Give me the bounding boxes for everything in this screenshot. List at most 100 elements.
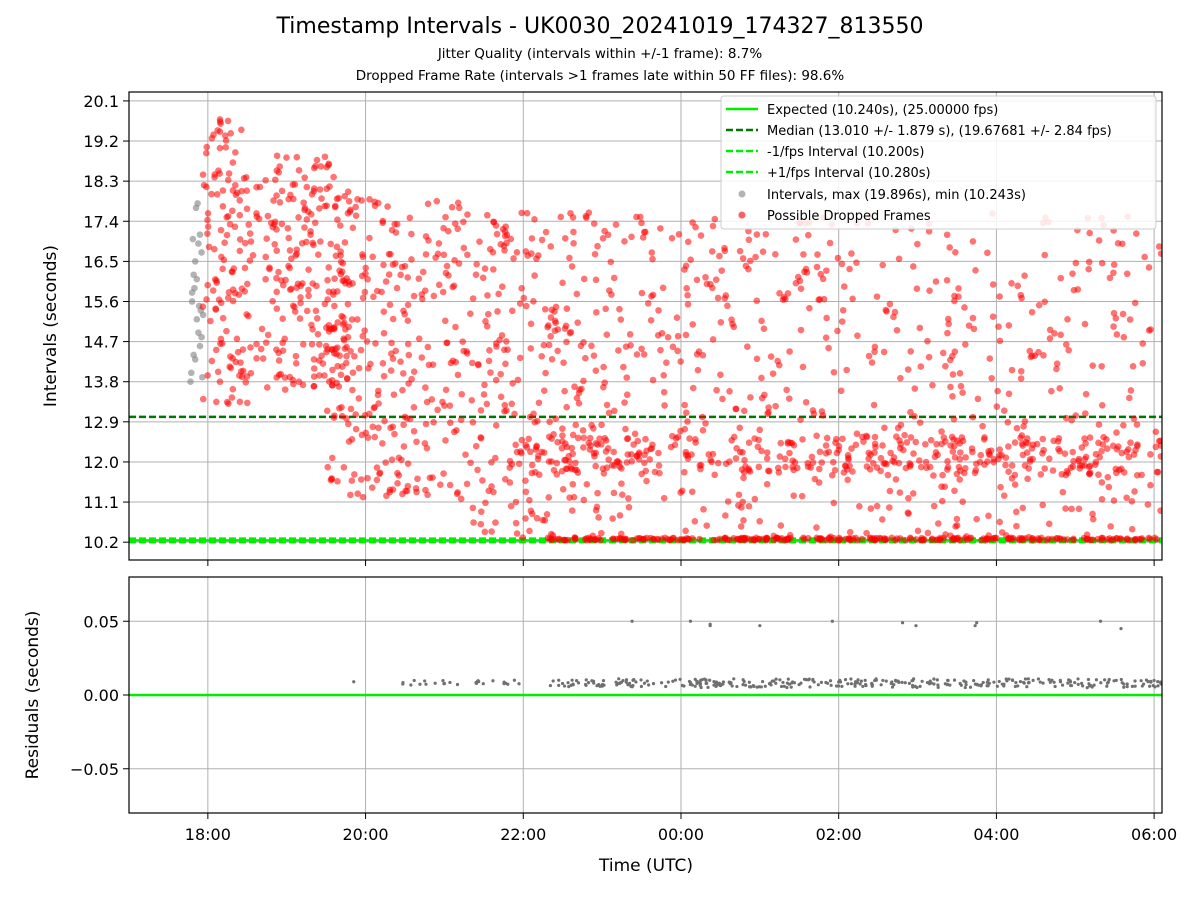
- dropped-frame-point: [278, 220, 286, 228]
- dropped-frame-point: [1024, 439, 1032, 447]
- residual-point: [1013, 684, 1017, 689]
- dropped-frame-point: [1085, 258, 1093, 266]
- dropped-frame-point: [454, 371, 462, 379]
- legend-label-expected: Expected (10.240s), (25.00000 fps): [767, 103, 998, 118]
- dropped-frame-point: [290, 380, 297, 388]
- dropped-frame-point: [848, 250, 855, 257]
- dropped-frame-point: [619, 491, 626, 498]
- dropped-frame-point: [917, 463, 925, 471]
- dropped-frame-point: [295, 167, 303, 174]
- dropped-frame-point: [418, 291, 426, 298]
- dropped-frame-point: [212, 305, 219, 312]
- dropped-frame-point: [493, 343, 500, 350]
- dropped-frame-point: [554, 438, 561, 446]
- bottom-scatter-points: [352, 619, 1162, 690]
- residual-point: [1052, 680, 1056, 684]
- dropped-frame-point: [558, 467, 566, 475]
- dropped-frame-point: [497, 370, 504, 378]
- dropped-frame-point: [1040, 352, 1047, 359]
- dropped-frame-point: [1035, 348, 1042, 356]
- dropped-frame-point: [361, 327, 368, 334]
- dropped-frame-point: [349, 386, 356, 394]
- dropped-frame-point: [514, 376, 522, 384]
- dropped-frame-point: [930, 472, 937, 479]
- dropped-frame-point: [598, 529, 605, 537]
- chart-subtitle-jitter: Jitter Quality (intervals within +/-1 fr…: [437, 46, 763, 62]
- dropped-frame-point: [245, 221, 253, 228]
- dropped-frame-point: [239, 346, 247, 353]
- dropped-frame-point: [755, 463, 763, 471]
- dropped-frame-point: [767, 353, 775, 360]
- dropped-frame-point: [204, 223, 212, 230]
- dropped-frame-point: [403, 487, 411, 495]
- dropped-frame-point: [237, 359, 244, 366]
- dropped-frame-point: [273, 192, 280, 199]
- dropped-frame-point: [390, 391, 398, 398]
- dropped-frame-point: [924, 337, 931, 345]
- dropped-frame-point: [262, 253, 270, 261]
- dropped-frame-point: [969, 314, 977, 322]
- dropped-frame-point: [590, 425, 597, 432]
- dropped-frame-point: [394, 469, 401, 477]
- dropped-frame-point: [926, 463, 934, 471]
- dropped-frame-point: [333, 379, 340, 387]
- dropped-frame-point: [213, 277, 220, 284]
- dropped-frame-point: [815, 296, 823, 304]
- residual-point: [1036, 677, 1041, 681]
- dropped-frame-point: [916, 324, 924, 332]
- dropped-frame-point: [1013, 522, 1020, 530]
- residual-point: [1103, 678, 1107, 682]
- dropped-frame-point: [535, 399, 543, 407]
- dropped-frame-point: [1070, 457, 1077, 465]
- dropped-frame-point: [625, 495, 632, 502]
- dropped-frame-point: [232, 181, 239, 189]
- dropped-frame-point: [753, 297, 761, 305]
- dropped-frame-point: [763, 455, 771, 462]
- dropped-frame-point: [838, 260, 846, 268]
- dropped-frame-point: [1085, 265, 1092, 273]
- dropped-frame-point: [273, 346, 280, 353]
- dropped-frame-point: [651, 468, 659, 476]
- dropped-frame-point: [846, 528, 854, 536]
- residual-point: [861, 684, 865, 689]
- residual-point: [630, 619, 634, 623]
- dropped-frame-point: [677, 427, 684, 435]
- dropped-frame-point: [823, 267, 830, 274]
- dropped-frame-point: [1035, 301, 1043, 309]
- dropped-frame-point: [893, 433, 900, 441]
- dropped-frame-point: [323, 163, 331, 171]
- residual-point: [671, 679, 675, 683]
- dropped-frame-point: [1019, 504, 1027, 512]
- dropped-frame-point: [354, 195, 361, 203]
- top-y-tick-label: 16.5: [83, 252, 119, 271]
- dropped-frame-point: [210, 131, 217, 139]
- dropped-frame-point: [813, 524, 820, 531]
- residual-point: [433, 681, 437, 685]
- residual-point: [1011, 678, 1015, 683]
- dropped-frame-point: [751, 435, 758, 442]
- dropped-frame-point: [437, 481, 444, 489]
- dropped-frame-point: [628, 457, 636, 465]
- dropped-frame-point: [405, 351, 413, 359]
- dropped-frame-point: [236, 197, 244, 204]
- dropped-frame-point: [518, 209, 525, 217]
- dropped-frame-point: [510, 255, 517, 262]
- dropped-frame-point: [932, 278, 940, 285]
- dropped-frame-point: [380, 261, 387, 269]
- dropped-frame-point: [934, 520, 942, 527]
- dropped-frame-point: [490, 488, 497, 496]
- dropped-frame-point: [208, 357, 216, 365]
- residual-point: [618, 681, 622, 685]
- dropped-frame-point: [224, 294, 232, 302]
- dropped-frame-point: [644, 300, 652, 307]
- dropped-frame-point: [867, 451, 874, 458]
- residual-point: [645, 679, 649, 683]
- dropped-frame-point: [1074, 286, 1082, 293]
- dropped-frame-point: [823, 314, 830, 322]
- residual-point: [626, 683, 630, 687]
- residual-point: [742, 679, 746, 684]
- dropped-frame-point: [1068, 505, 1075, 513]
- residual-point: [864, 682, 868, 687]
- dropped-frame-point: [1133, 230, 1140, 237]
- dropped-frame-point: [399, 386, 406, 394]
